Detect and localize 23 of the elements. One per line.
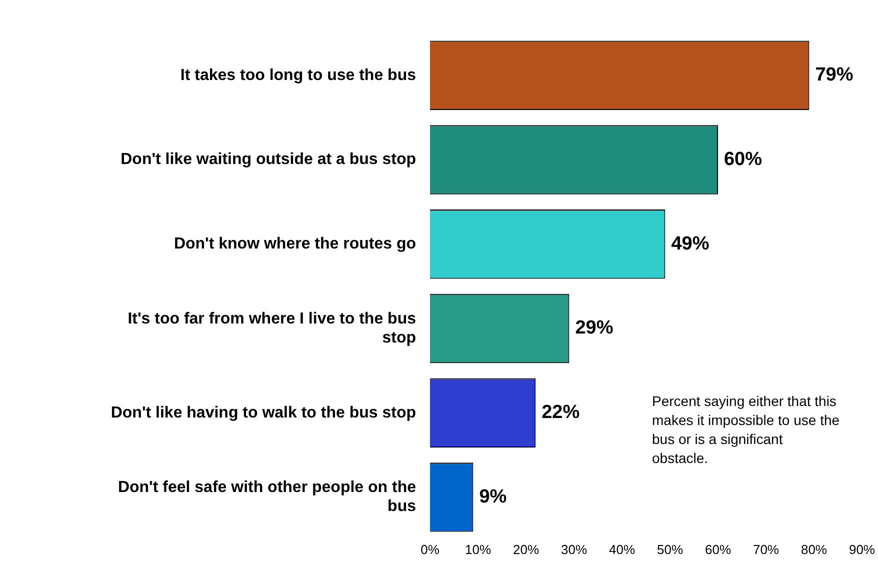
y-tick-label: It's too far from where I live to the bus stop	[128, 310, 416, 346]
y-tick-label: Don't know where the routes go	[174, 236, 416, 253]
x-tick-label: 90%	[848, 542, 876, 557]
data-label: 49%	[671, 233, 710, 254]
data-label: 22%	[542, 402, 580, 424]
y-tick-label: Don't feel safe with other people on the bus	[118, 479, 416, 516]
data-label: 79%	[815, 64, 854, 86]
x-tick-label: 0%	[420, 542, 440, 557]
y-tick-label: Don't like having to walk to the bus stop	[110, 404, 416, 422]
data-label: 9%	[479, 486, 507, 508]
data-label: 29%	[575, 318, 614, 339]
annotation: Percent saying either that this makes it impossible to use the bus or is a significant obstacle.	[652, 392, 841, 468]
x-tick-label: 50%	[656, 542, 684, 557]
x-tick-label: 40%	[608, 542, 636, 557]
x-tick-label: 30%	[560, 542, 588, 557]
x-tick-label: 20%	[512, 542, 540, 557]
y-tick-label: It takes too long to use the bus	[180, 66, 416, 84]
x-tick-label: 60%	[704, 542, 732, 557]
x-tick-label: 70%	[752, 542, 780, 557]
y-tick-label: Don't like waiting outside at a bus stop	[120, 151, 416, 168]
x-tick-label: 80%	[800, 542, 828, 557]
data-label: 60%	[724, 148, 762, 170]
x-tick-label: 10%	[464, 542, 492, 557]
